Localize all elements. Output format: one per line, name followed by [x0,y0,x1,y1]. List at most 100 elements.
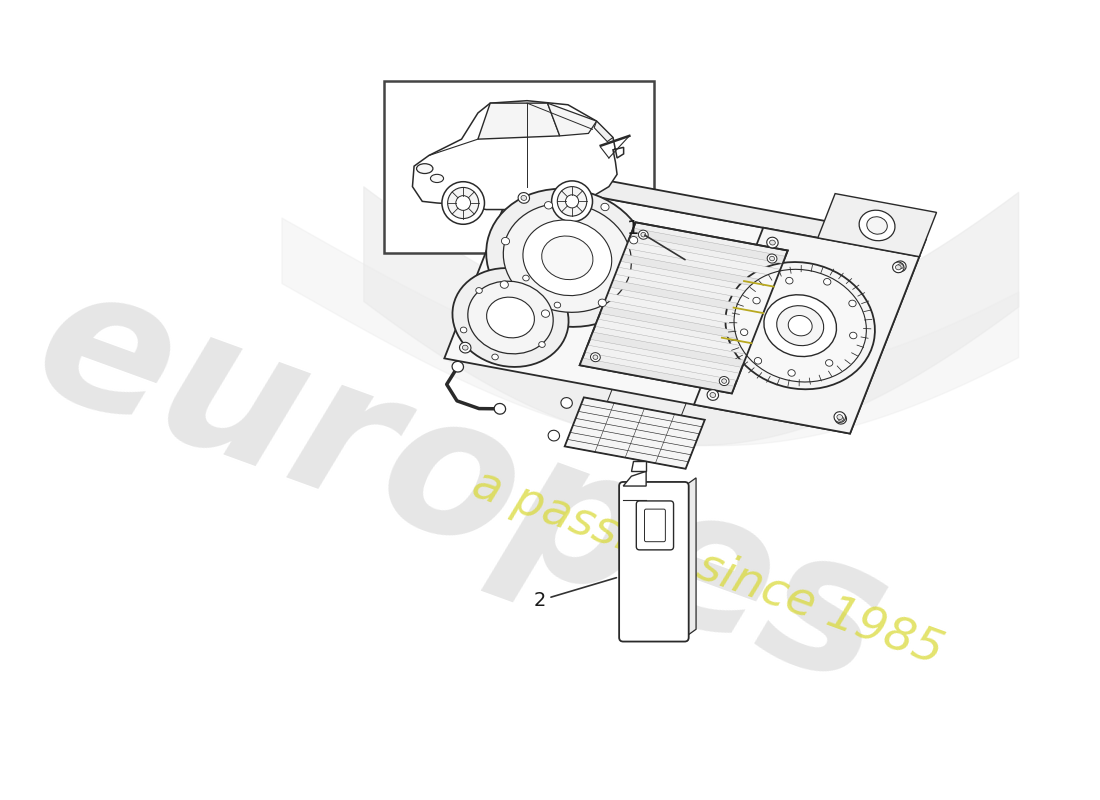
Ellipse shape [770,256,774,261]
Ellipse shape [719,377,729,386]
Ellipse shape [561,398,572,408]
Ellipse shape [789,315,812,336]
Ellipse shape [500,281,508,288]
Polygon shape [580,222,788,394]
Ellipse shape [601,203,609,210]
Polygon shape [600,306,755,342]
Ellipse shape [593,355,597,359]
Ellipse shape [824,278,830,285]
Ellipse shape [452,362,463,372]
Ellipse shape [894,261,906,272]
Polygon shape [610,280,766,315]
Ellipse shape [849,332,857,338]
Ellipse shape [591,353,601,362]
Ellipse shape [492,354,498,360]
Ellipse shape [522,220,612,296]
Ellipse shape [834,412,846,422]
Ellipse shape [521,195,527,201]
Polygon shape [626,241,780,277]
Ellipse shape [770,240,776,245]
Ellipse shape [462,345,469,350]
Ellipse shape [518,193,529,203]
Ellipse shape [788,370,795,376]
Text: 2: 2 [534,578,616,610]
Polygon shape [684,478,696,638]
Ellipse shape [835,414,847,424]
Ellipse shape [430,174,443,182]
Ellipse shape [476,288,482,294]
Ellipse shape [551,181,593,222]
Ellipse shape [763,294,836,357]
Polygon shape [605,293,760,329]
FancyBboxPatch shape [619,482,689,642]
Polygon shape [624,471,646,486]
Ellipse shape [494,403,506,414]
Ellipse shape [522,275,529,281]
Ellipse shape [541,310,550,318]
Ellipse shape [777,306,824,346]
Ellipse shape [837,414,843,419]
Ellipse shape [548,430,560,441]
Polygon shape [580,358,735,394]
Ellipse shape [455,196,471,210]
Ellipse shape [417,164,433,174]
Ellipse shape [734,270,867,382]
FancyBboxPatch shape [636,501,673,550]
Text: 1: 1 [627,218,685,260]
Polygon shape [477,103,560,139]
Ellipse shape [838,416,844,422]
Polygon shape [514,165,926,257]
Polygon shape [595,319,750,354]
Ellipse shape [859,210,895,241]
Ellipse shape [785,278,793,284]
Ellipse shape [740,329,748,335]
Ellipse shape [867,217,888,234]
Polygon shape [564,398,705,469]
Ellipse shape [460,327,466,333]
Polygon shape [585,345,739,381]
Ellipse shape [892,262,904,273]
Text: a passion since 1985: a passion since 1985 [465,462,948,674]
Ellipse shape [558,186,586,216]
Ellipse shape [638,230,648,239]
Polygon shape [631,462,646,471]
Ellipse shape [504,203,631,312]
Ellipse shape [539,342,546,347]
Ellipse shape [541,236,593,280]
Ellipse shape [452,268,569,367]
Text: europes: europes [13,246,911,726]
Ellipse shape [767,254,777,263]
Ellipse shape [641,233,646,237]
Ellipse shape [554,302,561,308]
Ellipse shape [502,238,509,245]
Polygon shape [594,121,613,142]
Ellipse shape [722,378,727,383]
Polygon shape [630,228,785,263]
Ellipse shape [468,281,553,354]
Ellipse shape [755,358,761,364]
FancyBboxPatch shape [645,509,665,542]
Ellipse shape [544,202,552,209]
Ellipse shape [448,187,478,218]
Polygon shape [817,194,936,257]
Ellipse shape [825,360,833,366]
Bar [384,81,653,253]
Ellipse shape [767,238,778,248]
Ellipse shape [598,299,606,306]
Polygon shape [444,182,920,434]
Ellipse shape [460,342,471,353]
Ellipse shape [486,297,535,338]
Ellipse shape [726,262,874,390]
Ellipse shape [898,264,903,269]
Ellipse shape [707,390,718,400]
Polygon shape [694,228,920,434]
Polygon shape [620,254,776,290]
Polygon shape [590,332,745,367]
Ellipse shape [752,298,760,304]
Polygon shape [615,267,770,302]
Ellipse shape [849,300,856,306]
Polygon shape [412,101,624,210]
Ellipse shape [565,195,579,208]
Ellipse shape [486,189,649,327]
Ellipse shape [442,182,484,224]
